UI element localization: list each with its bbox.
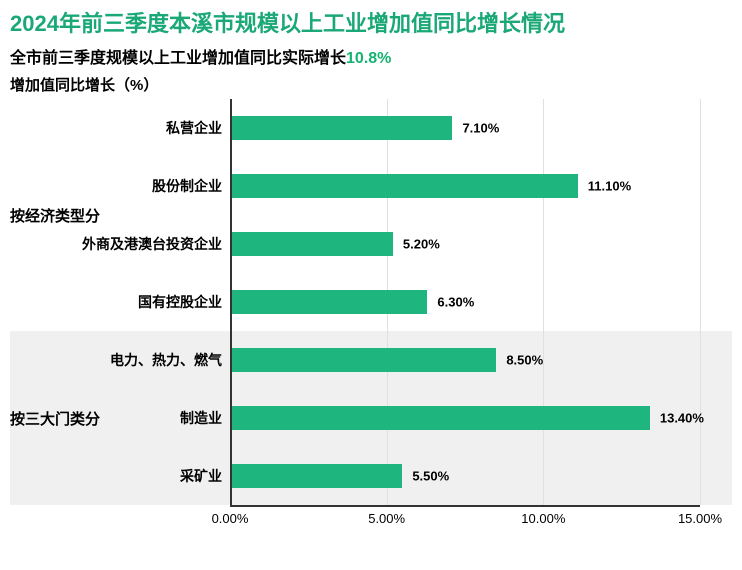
bar-plot: 8.50% [230, 331, 732, 389]
value-label: 5.50% [412, 469, 449, 484]
bar-row: 制造业 13.40% [10, 389, 732, 447]
value-label: 7.10% [462, 121, 499, 136]
bar-plot: 5.50% [230, 447, 732, 505]
subtitle-prefix: 全市前三季度规模以上工业增加值同比实际增长 [10, 50, 346, 67]
chart-title: 2024年前三季度本溪市规模以上工业增加值同比增长情况 [0, 0, 742, 42]
x-tick-label: 0.00% [212, 511, 249, 526]
x-tick-label: 5.00% [368, 511, 405, 526]
value-label: 5.20% [403, 237, 440, 252]
category-label: 股份制企业 [10, 176, 230, 196]
bar-row: 采矿业 5.50% [10, 447, 732, 505]
bar [230, 174, 578, 198]
y-axis-label: 增加值同比增长（%） [0, 70, 742, 99]
bar-row: 外商及港澳台投资企业 5.20% [10, 215, 732, 273]
x-tick-label: 15.00% [678, 511, 722, 526]
category-label: 制造业 [10, 408, 230, 428]
bar [230, 406, 650, 430]
value-label: 13.40% [660, 411, 704, 426]
bar [230, 116, 452, 140]
category-label: 电力、热力、燃气 [10, 350, 230, 370]
bar-plot: 5.20% [230, 215, 732, 273]
bar-plot: 7.10% [230, 99, 732, 157]
bar [230, 464, 402, 488]
bar [230, 290, 427, 314]
chart-subtitle: 全市前三季度规模以上工业增加值同比实际增长10.8% [0, 42, 742, 70]
value-label: 6.30% [437, 295, 474, 310]
bar-row: 股份制企业 11.10% [10, 157, 732, 215]
category-label: 采矿业 [10, 466, 230, 486]
bar-row: 电力、热力、燃气 8.50% [10, 331, 732, 389]
x-axis-line [230, 505, 700, 507]
category-label: 国有控股企业 [10, 292, 230, 312]
bar [230, 232, 393, 256]
x-tick-label: 10.00% [521, 511, 565, 526]
bar-row: 私营企业 7.10% [10, 99, 732, 157]
bar-row: 国有控股企业 6.30% [10, 273, 732, 331]
y-axis-line [230, 99, 232, 505]
value-label: 11.10% [588, 179, 631, 194]
bar-plot: 11.10% [230, 157, 732, 215]
subtitle-value: 10.8% [346, 50, 391, 67]
bar-plot: 6.30% [230, 273, 732, 331]
value-label: 8.50% [506, 353, 543, 368]
chart-plot-area: 按经济类型分按三大门类分私营企业7.10%股份制企业11.10%外商及港澳台投资… [10, 99, 732, 535]
category-label: 私营企业 [10, 118, 230, 138]
bar [230, 348, 496, 372]
bar-plot: 13.40% [230, 389, 732, 447]
category-label: 外商及港澳台投资企业 [10, 234, 230, 254]
